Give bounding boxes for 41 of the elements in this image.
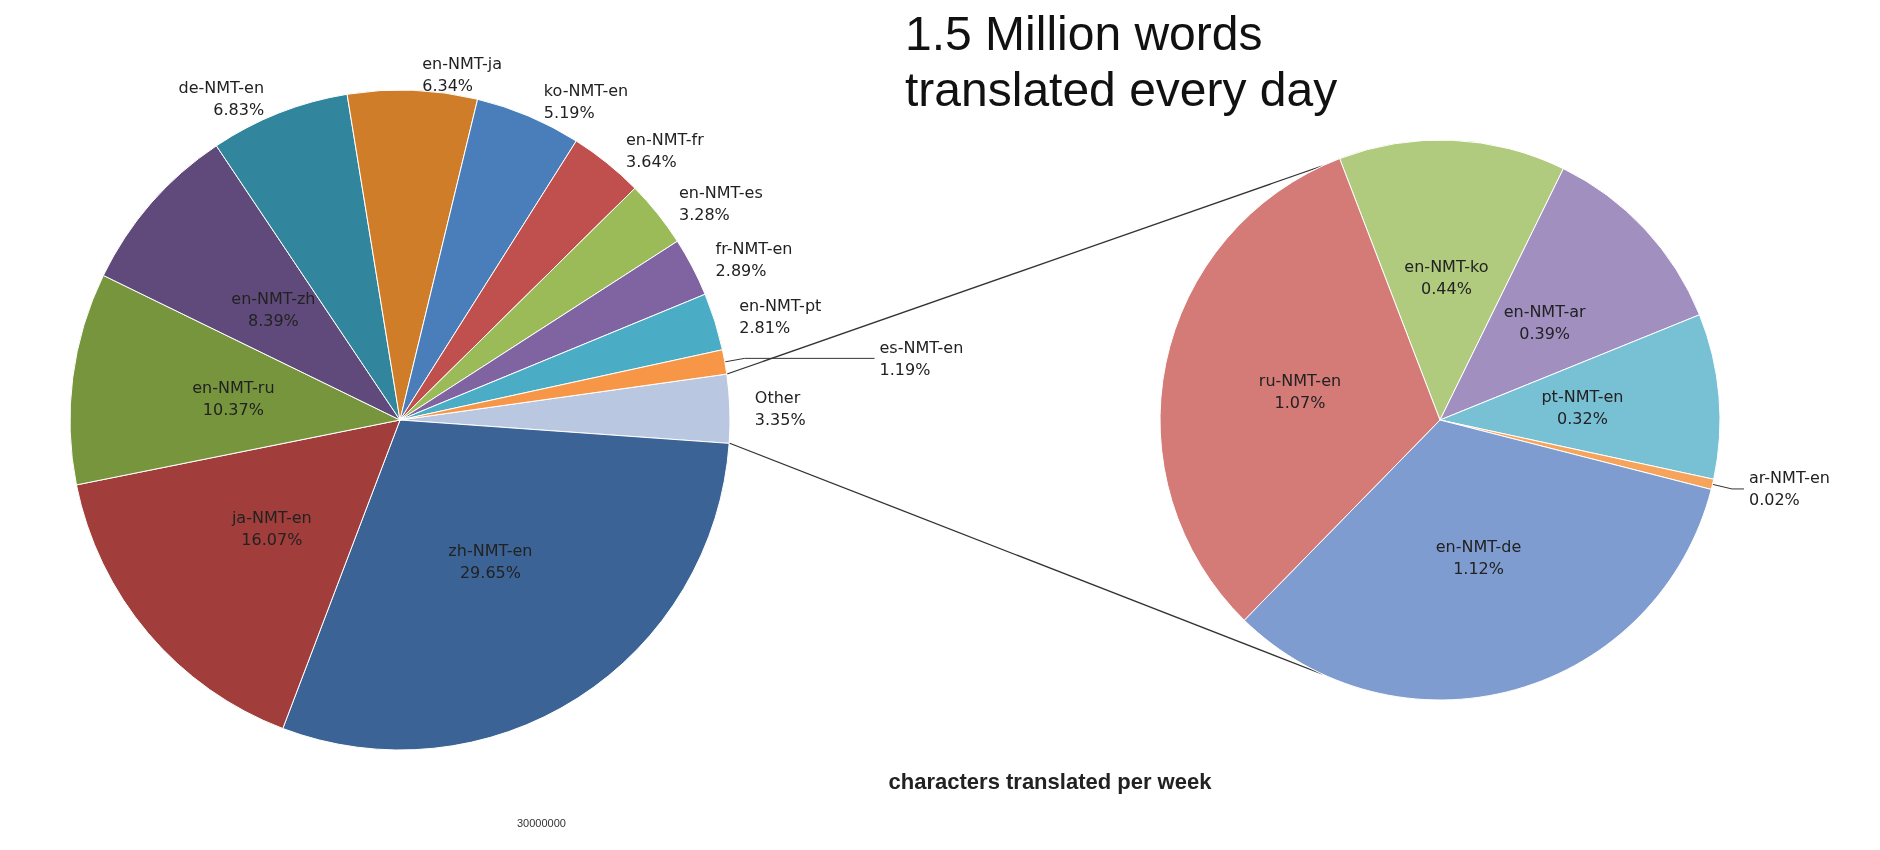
- slice-label: de-NMT-en: [178, 77, 265, 97]
- data-label: 3.28%: [679, 205, 730, 225]
- slice-label: es-NMT-en: [879, 337, 964, 357]
- data-label: 0.32%: [1557, 409, 1608, 429]
- data-label: 2.89%: [715, 261, 767, 281]
- text: 1.5 Million words translated every day: [905, 6, 1338, 116]
- slice-label: ko-NMT-en: [543, 80, 629, 100]
- slice-label: Other: [754, 387, 801, 407]
- text: characters translated per week: [887, 769, 1213, 795]
- data-label: 0.39%: [1519, 324, 1571, 344]
- data-label: 1.19%: [879, 359, 931, 379]
- data-label: 3.64%: [625, 151, 677, 171]
- data-label: 8.39%: [247, 311, 299, 331]
- slice-label: ru-NMT-en: [1258, 370, 1342, 390]
- slice-label: en-NMT-ja: [422, 53, 503, 73]
- text: 30000000: [517, 817, 566, 829]
- slice-label: zh-NMT-en: [448, 541, 533, 561]
- slice-label: en-NMT-zh: [231, 289, 316, 309]
- data-label: 0.02%: [1748, 490, 1800, 510]
- slice-label: en-NMT-ar: [1503, 302, 1587, 322]
- data-label: 0.44%: [1421, 278, 1472, 298]
- slice-label: en-NMT-ko: [1404, 256, 1489, 276]
- slice-label: fr-NMT-en: [715, 239, 793, 259]
- slice-label: en-NMT-fr: [625, 129, 705, 149]
- data-label: 10.37%: [202, 400, 264, 420]
- data-label: 3.35%: [754, 409, 806, 429]
- slice-label: ja-NMT-en: [230, 508, 312, 528]
- data-label: 6.34%: [422, 75, 474, 95]
- slice-label: en-NMT-de: [1435, 537, 1522, 557]
- slice-label: en-NMT-pt: [739, 296, 822, 316]
- slice-label: ar-NMT-en: [1748, 468, 1830, 488]
- slice-label: en-NMT-es: [679, 183, 763, 203]
- data-label: 5.19%: [543, 102, 595, 122]
- slice-label: pt-NMT-en: [1541, 387, 1624, 407]
- data-label: 1.07%: [1274, 392, 1326, 412]
- data-label: 6.83%: [213, 99, 265, 119]
- data-label: 2.81%: [739, 318, 791, 338]
- slice-label: en-NMT-ru: [192, 378, 275, 398]
- data-label: 1.12%: [1453, 559, 1504, 579]
- data-label: 29.65%: [459, 563, 521, 583]
- data-label: 16.07%: [241, 530, 303, 550]
